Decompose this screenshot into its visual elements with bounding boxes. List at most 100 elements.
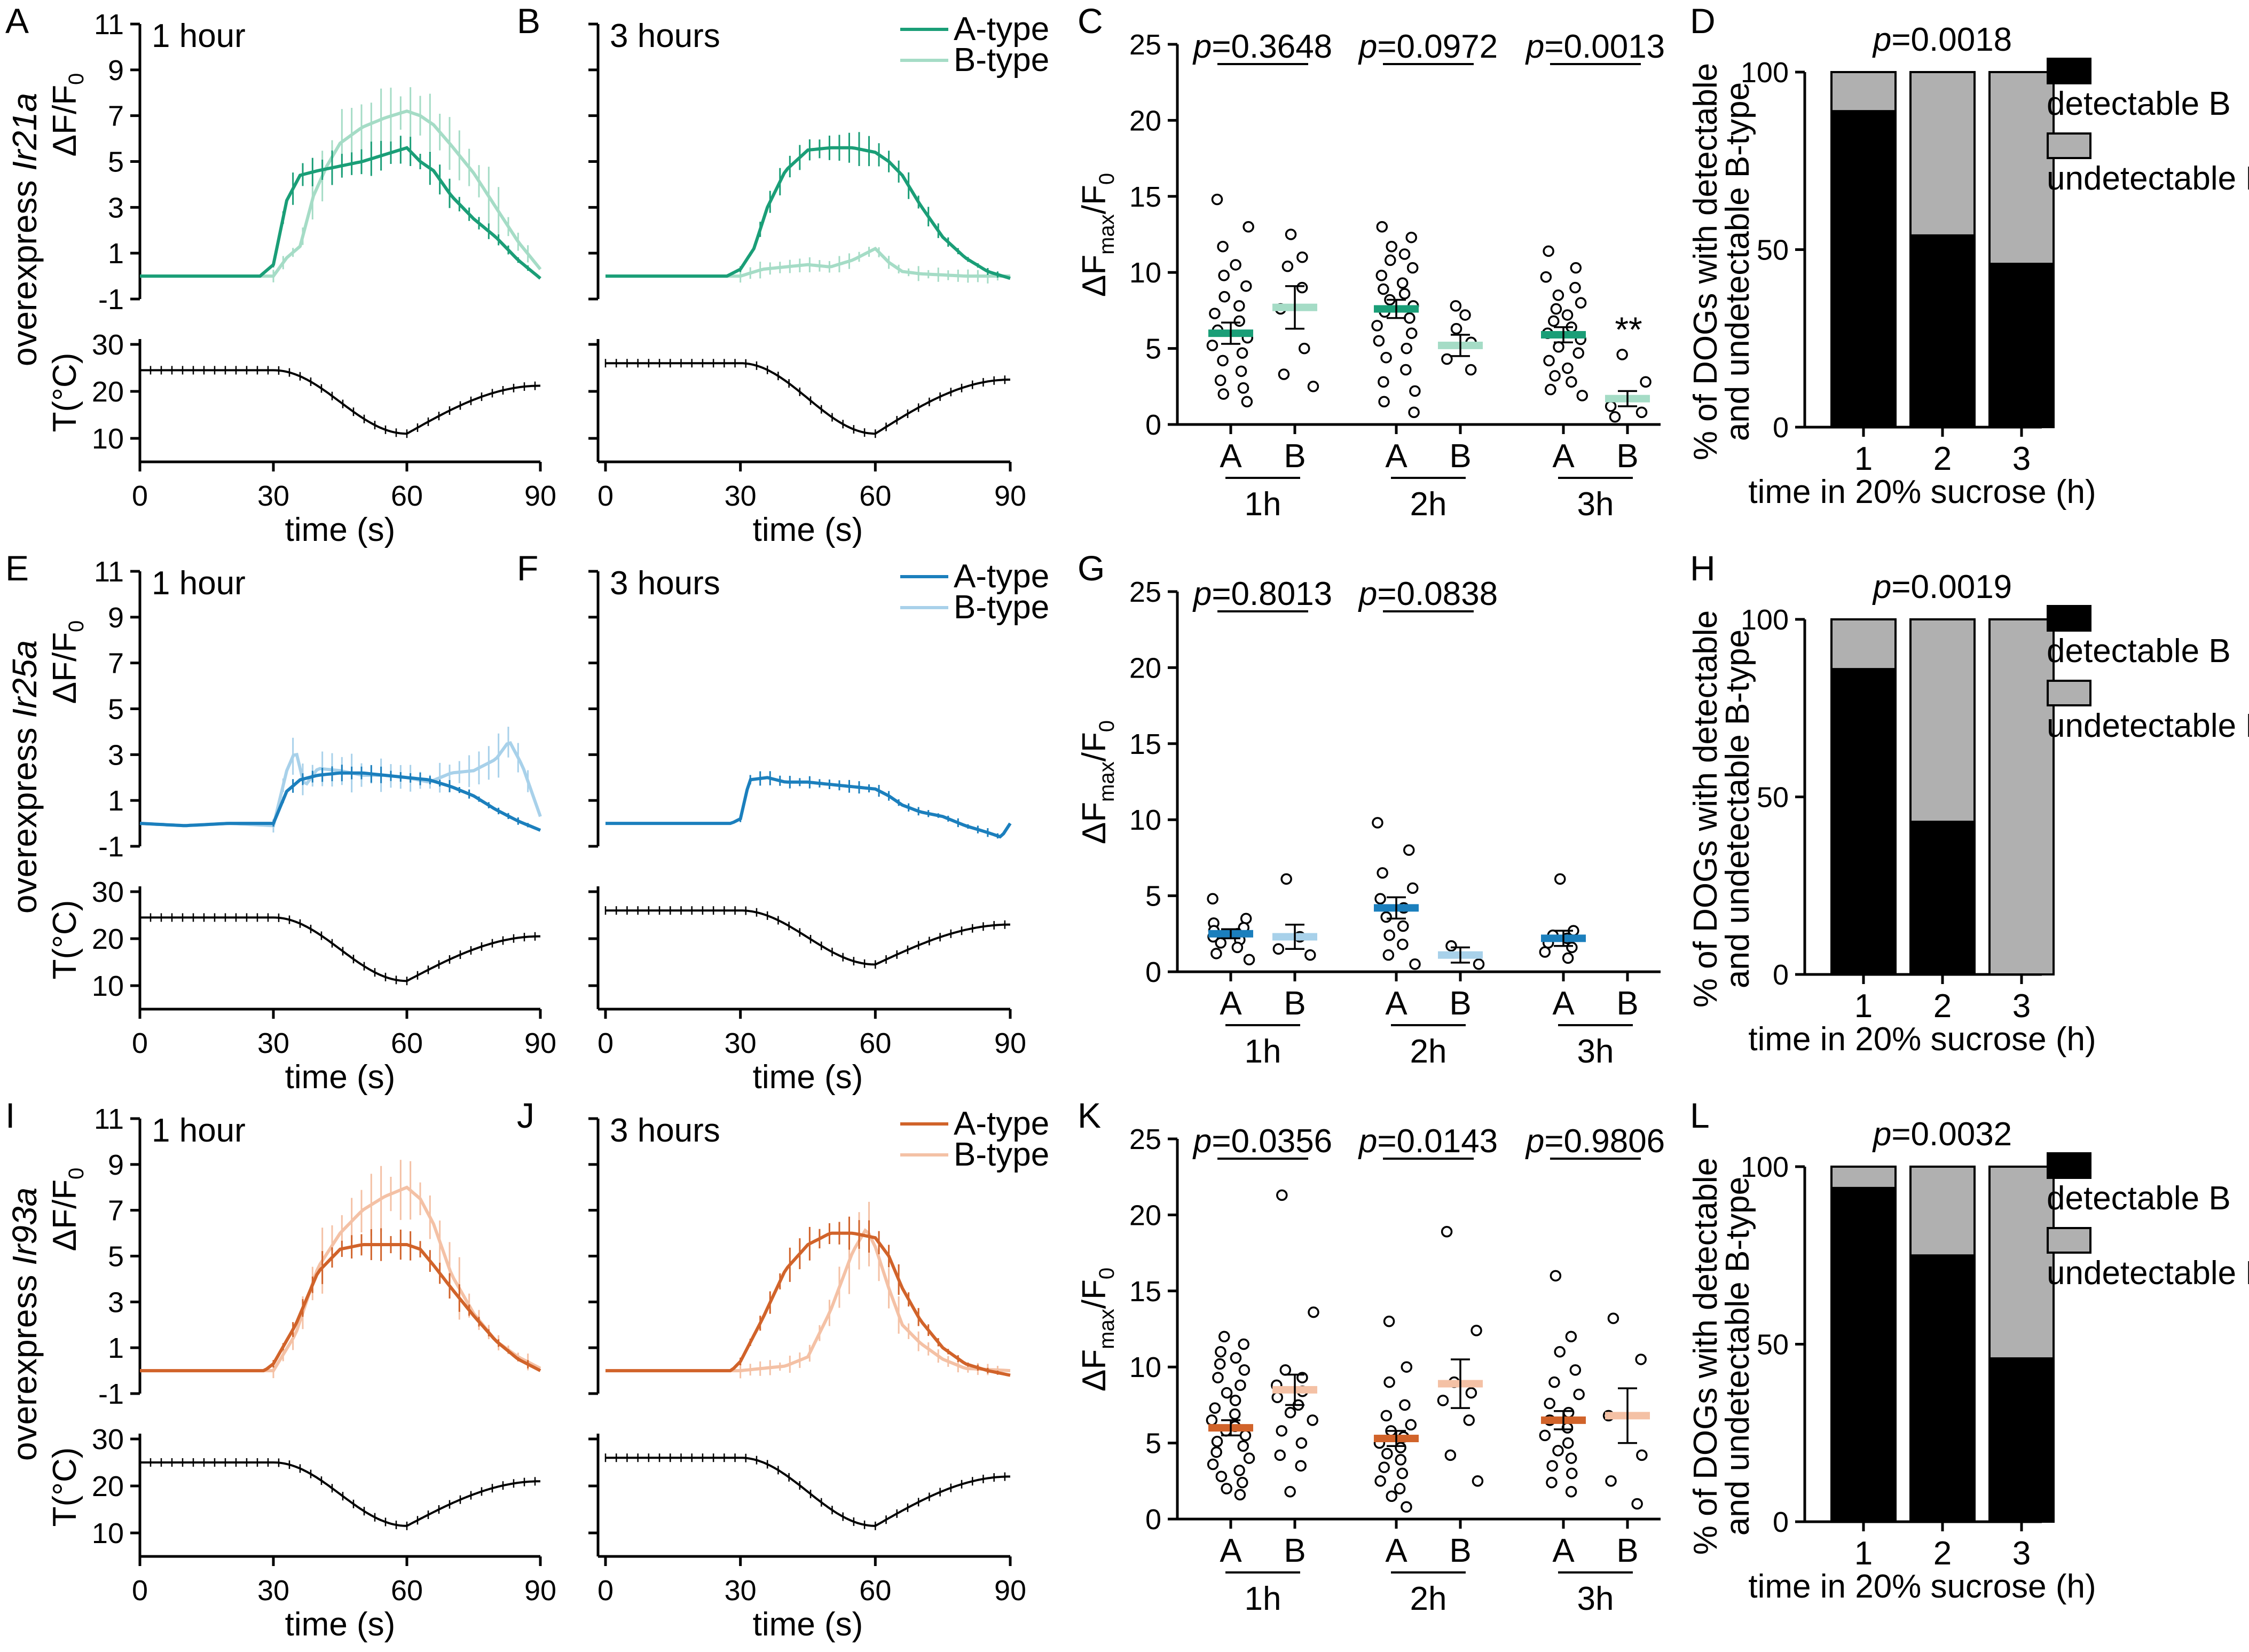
panel-letter: E: [5, 548, 29, 588]
temp-line: [140, 916, 540, 982]
scatter-point: [1473, 958, 1485, 970]
scatter-group-label-A: A: [1220, 1532, 1242, 1569]
scatter-y-label-part: /F: [1076, 185, 1113, 214]
scatter-point: [1284, 1485, 1296, 1498]
scatter-time-label: 2h: [1410, 486, 1447, 523]
scatter-y-label: ΔFmax/F0: [1076, 1268, 1119, 1391]
scatter-point: [1554, 873, 1566, 885]
panel-title: 3 hours: [610, 18, 720, 54]
p-symbol: p: [1525, 28, 1544, 65]
p-number: =0.8013: [1212, 576, 1332, 612]
p-value-label: p=0.0356: [1192, 1123, 1332, 1160]
bar-legend-swatch-detectable: [2047, 58, 2091, 84]
time-tick-label: 90: [994, 1027, 1026, 1059]
scatter-point: [1281, 261, 1294, 272]
scatter-y-tick-label: 20: [1129, 1199, 1161, 1231]
scatter-point: [1280, 873, 1292, 885]
panel-title: 3 hours: [610, 565, 720, 602]
trace-y-label: ΔF/F0: [46, 620, 88, 704]
scatter-group-label-B: B: [1449, 985, 1471, 1022]
panel-letter: A: [5, 1, 29, 41]
p-value-label: p=0.0143: [1358, 1123, 1498, 1160]
scatter-point: [1237, 382, 1249, 394]
scatter-y-tick-label: 0: [1145, 1504, 1161, 1536]
scatter-point: [1406, 882, 1419, 894]
scatter-time-label: 2h: [1410, 1580, 1447, 1617]
scatter-point: [1207, 893, 1218, 905]
scatter-point: [1276, 1189, 1288, 1201]
row-label: overexpress Ir25a: [5, 640, 44, 914]
scatter-y-tick-label: 10: [1129, 804, 1161, 836]
scatter-point: [1544, 1397, 1555, 1410]
scatter-point: [1218, 270, 1230, 281]
scatter-point: [1640, 376, 1652, 388]
scatter-point: [1381, 1448, 1393, 1460]
scatter-y-tick-label: 5: [1145, 1428, 1161, 1460]
temp-y-label: T(°C): [46, 353, 83, 432]
bar-legend-swatch-detectable: [2047, 1152, 2091, 1179]
time-tick-label: 90: [994, 1575, 1026, 1607]
scatter-point: [1211, 1436, 1223, 1448]
bar-y-tick-label: 100: [1741, 57, 1789, 89]
scatter-point: [1399, 1399, 1411, 1411]
scatter-y-tick-label: 5: [1145, 880, 1161, 912]
scatter-point: [1243, 1452, 1255, 1464]
time-tick-label: 0: [132, 1575, 148, 1607]
scatter-point: [1238, 1338, 1249, 1350]
trace-y-label: ΔF/F0: [46, 73, 88, 157]
scatter-point: [1550, 1270, 1562, 1282]
time-axis-label: time (s): [753, 1606, 863, 1643]
panel-letter: C: [1078, 1, 1103, 41]
scatter-point: [1397, 938, 1409, 950]
scatter-point: [1243, 954, 1255, 965]
scatter-group-label-A: A: [1385, 985, 1407, 1022]
bar-p-value: p=0.0019: [1872, 569, 2012, 605]
bar-x-axis-label: time in 20% sucrose (h): [1748, 1021, 2096, 1058]
trace-line: [140, 1185, 541, 1373]
time-tick-label: 0: [132, 1027, 148, 1059]
panel-title: 3 hours: [610, 1112, 720, 1149]
scatter-point: [1214, 1358, 1226, 1370]
scatter-point: [1383, 1376, 1395, 1388]
scatter-point: [1549, 370, 1561, 382]
bar-detectable: [1830, 1186, 1897, 1523]
time-tick-label: 60: [391, 480, 423, 512]
scatter-point: [1386, 1490, 1397, 1502]
scatter-point: [1575, 297, 1587, 309]
scatter-point: [1405, 1419, 1417, 1431]
scatter-point: [1554, 1346, 1566, 1358]
p-symbol: p: [1872, 21, 1891, 58]
temp-y-tick-label: 10: [92, 423, 124, 455]
scatter-group-label-B: B: [1449, 1532, 1471, 1569]
row-Ir25a: overexpress Ir25a ΔF/F0T(°C)E 1 hour119753…: [5, 548, 2249, 1096]
scatter-point: [1408, 406, 1420, 418]
scatter-point: [1401, 1361, 1413, 1373]
temp-y-tick-label: 30: [92, 876, 124, 908]
scatter-y-label-part: /F: [1076, 732, 1113, 761]
scatter-point: [1465, 1387, 1477, 1399]
panel-letter: D: [1690, 1, 1716, 41]
row-label-prefix: overexpress: [5, 1265, 44, 1461]
temp-y-tick-label: 30: [92, 329, 124, 361]
bar-y-label-1: % of DOGs with detectable: [1687, 610, 1724, 1008]
scatter-point: [1207, 1458, 1219, 1470]
scatter-point: [1553, 341, 1564, 353]
trace-y-tick-label: 7: [108, 648, 124, 680]
time-tick-label: 0: [597, 480, 614, 512]
scatter-point: [1217, 355, 1229, 367]
scatter-point: [1243, 221, 1254, 233]
scatter-point: [1396, 1467, 1409, 1480]
trace-y-tick-label: 9: [108, 54, 124, 86]
scatter-point: [1233, 300, 1245, 312]
scatter-point: [1308, 1306, 1319, 1318]
bar-x-tick-label: 3: [2012, 440, 2031, 477]
scatter-point: [1380, 911, 1392, 923]
scatter-point: [1573, 1388, 1585, 1401]
scatter-point: [1296, 281, 1308, 294]
trace-y-tick-label: -1: [98, 284, 124, 316]
time-tick-label: 0: [132, 480, 148, 512]
scatter-group-label-A: A: [1220, 985, 1242, 1022]
scatter-point: [1237, 1440, 1249, 1452]
scatter-point: [1395, 1442, 1406, 1453]
